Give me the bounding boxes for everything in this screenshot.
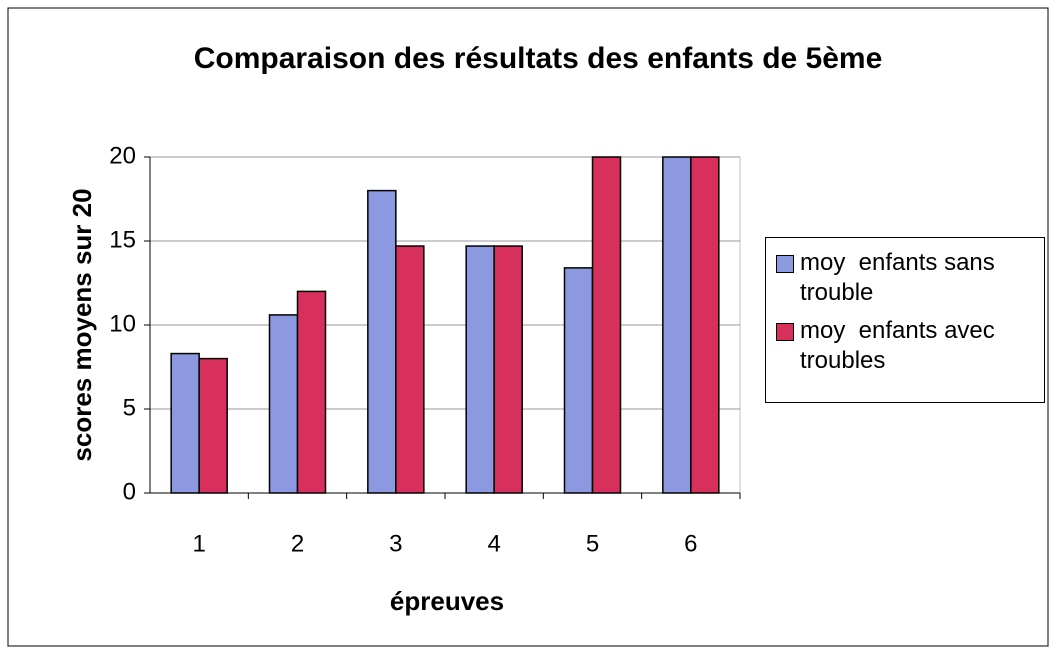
- legend-label: moy enfants avec troubles: [800, 317, 1002, 374]
- x-tick-label: 6: [684, 530, 697, 557]
- bar: [690, 156, 720, 494]
- bar: [465, 245, 495, 494]
- y-axis-title: scores moyens sur 20: [67, 188, 97, 461]
- y-tick-label: 0: [123, 478, 136, 505]
- bar: [296, 290, 327, 494]
- x-tick-label: 3: [389, 530, 402, 557]
- x-axis-title: épreuves: [390, 586, 504, 616]
- x-tick-label: 5: [586, 530, 599, 557]
- y-tick-label: 10: [109, 310, 136, 337]
- legend-entry: moy enfants sans trouble: [772, 248, 1038, 308]
- y-tick-label: 20: [109, 142, 136, 169]
- chart-border: [7, 7, 1049, 647]
- bar: [198, 357, 228, 494]
- bar: [268, 314, 299, 494]
- bar: [493, 245, 523, 494]
- y-tick-label: 15: [109, 226, 136, 253]
- legend: moy enfants sans trouble moy enfants avec…: [765, 237, 1045, 403]
- y-tick-label: 5: [123, 394, 136, 421]
- bar: [662, 156, 692, 494]
- legend-swatch: [776, 323, 794, 341]
- chart-title: Comparaison des résultats des enfants de…: [194, 42, 883, 75]
- bar: [563, 267, 594, 494]
- x-tick-label: 2: [291, 530, 304, 557]
- x-tick-label: 4: [487, 530, 500, 557]
- legend-entry: moy enfants avec troubles: [772, 316, 1038, 376]
- legend-label: moy enfants sans trouble: [800, 249, 1002, 306]
- legend-swatch: [776, 255, 794, 273]
- bar: [170, 352, 200, 494]
- x-tick-label: 1: [192, 530, 205, 557]
- bar: [367, 189, 397, 494]
- bar: [395, 245, 425, 494]
- bar: [591, 156, 622, 494]
